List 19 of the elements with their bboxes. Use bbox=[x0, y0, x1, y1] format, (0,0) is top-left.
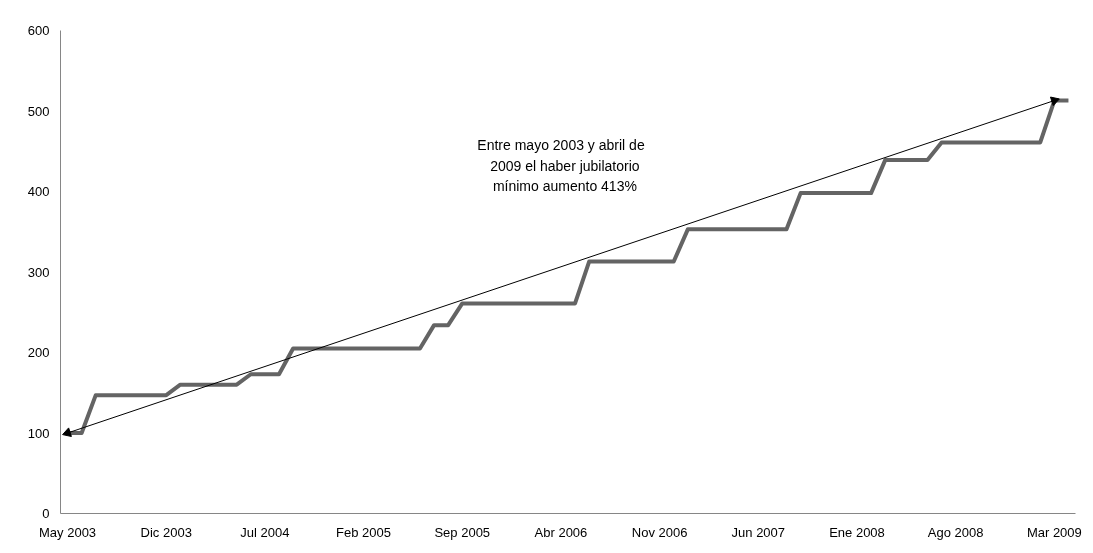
x-tick-label: Nov 2006 bbox=[631, 524, 688, 540]
y-tick-label: 0 bbox=[42, 506, 50, 521]
x-tick-label: Feb 2005 bbox=[336, 524, 392, 540]
x-tick-label: Ago 2008 bbox=[927, 524, 984, 540]
annotation: Entre mayo 2003 y abril de 2009 el haber jubilatorio mínimo aumento 413% bbox=[477, 136, 645, 195]
y-tick-label: 500 bbox=[27, 103, 50, 119]
x-tick-label: Mar 2009 bbox=[1026, 524, 1082, 540]
y-tick-label: 600 bbox=[27, 23, 50, 38]
x-tick-label: Jul 2004 bbox=[240, 524, 290, 540]
x-tick-label: Ene 2008 bbox=[829, 524, 885, 540]
x-tick-label: May 2003 bbox=[39, 524, 97, 540]
y-tick-label: 100 bbox=[27, 425, 50, 441]
y-tick-label: 300 bbox=[27, 264, 50, 280]
x-tick-label: Abr 2006 bbox=[534, 524, 588, 540]
x-tick-label: Jun 2007 bbox=[731, 524, 786, 540]
x-tick-label: Dic 2003 bbox=[140, 524, 192, 540]
y-tick-label: 400 bbox=[27, 184, 50, 199]
x-tick-label: Sep 2005 bbox=[434, 524, 491, 540]
y-tick-label: 200 bbox=[27, 345, 50, 360]
